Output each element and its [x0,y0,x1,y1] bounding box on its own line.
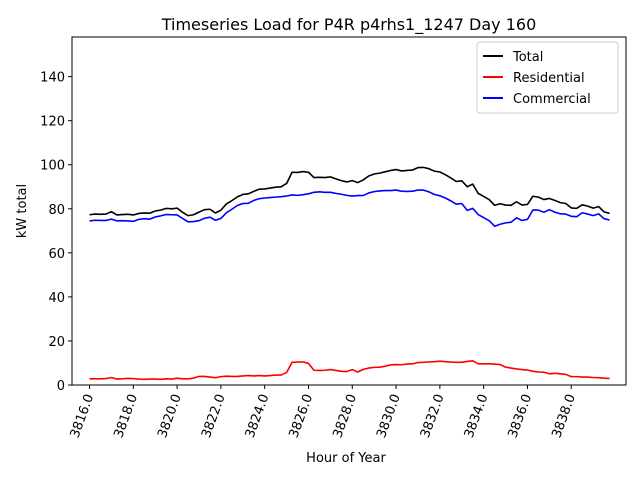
y-tick-label: 100 [40,159,65,174]
legend-box [476,41,619,114]
chart-title: Timeseries Load for P4R p4rhs1_1247 Day … [161,15,537,35]
legend-label-commercial: Commercial [513,92,591,107]
series-layer [89,166,610,381]
series-line-commercial [89,189,610,227]
legend-label-residential: Residential [513,71,585,86]
y-tick-label: 60 [48,247,65,262]
y-tick-label: 20 [48,335,65,350]
legend: Total Residential Commercial [476,41,619,114]
y-tick-label: 40 [48,291,65,306]
y-axis: 0 20 40 60 80 100 120 140 [40,71,72,394]
y-tick-label: 140 [40,71,65,86]
y-tick-label: 80 [48,203,65,218]
x-axis-label: Hour of Year [306,451,386,466]
series-line-total [89,166,610,217]
plot-frame [71,36,627,386]
y-tick-label: 120 [40,115,65,130]
y-tick-label: 0 [57,379,65,394]
legend-label-total: Total [512,50,543,65]
series-line-residential [89,359,610,381]
y-axis-label: kW total [15,184,30,238]
